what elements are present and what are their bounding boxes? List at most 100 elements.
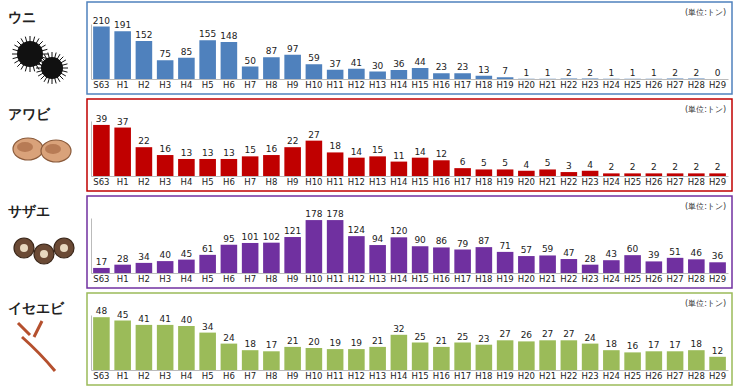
data-label: 2: [587, 68, 593, 78]
x-tick-label: H28: [688, 274, 705, 284]
x-tick-label: H19: [497, 80, 514, 90]
data-label: 22: [287, 136, 298, 146]
data-label: 41: [138, 314, 149, 324]
bar: [561, 78, 578, 79]
x-tick-label: H23: [581, 274, 598, 284]
x-tick: H16: [433, 79, 450, 90]
data-label: 34: [138, 252, 150, 262]
x-tick-label: H25: [624, 80, 641, 90]
x-tick: H20: [518, 273, 535, 284]
x-tick: H13: [369, 273, 386, 284]
x-tick: H19: [497, 273, 514, 284]
x-tick-label: H17: [454, 177, 471, 187]
y-axis-line: [91, 25, 92, 80]
x-tick: H25: [624, 176, 641, 187]
data-label: 25: [414, 332, 425, 342]
icon-body: [13, 138, 43, 160]
data-label: 21: [287, 336, 298, 346]
data-label: 17: [266, 340, 277, 350]
bar: [518, 78, 535, 79]
x-tick-label: H9: [287, 177, 299, 187]
bar: [603, 260, 620, 273]
bar: [603, 173, 620, 176]
x-tick-label: H8: [265, 371, 277, 381]
bar: [284, 55, 301, 79]
data-label: 28: [117, 254, 129, 264]
x-tick-label: H1: [117, 274, 129, 284]
bar: [327, 349, 344, 370]
bar: [348, 349, 365, 370]
x-tick: H15: [412, 176, 429, 187]
y-axis: [91, 316, 92, 371]
x-tick: H2: [138, 273, 150, 284]
icon-body: [34, 244, 54, 264]
bar: [114, 31, 131, 79]
bar: [433, 247, 450, 273]
x-axis: S63H1H2H3H4H5H6H7H8H9H10H11H12H13H14H15H…: [92, 176, 729, 187]
x-tick-label: H13: [369, 177, 386, 187]
data-label: 50: [244, 56, 256, 66]
x-tick: H8: [265, 176, 277, 187]
x-tick-label: H22: [560, 371, 577, 381]
y-axis: [91, 219, 92, 274]
data-label: 26: [521, 330, 533, 340]
bar: [199, 40, 216, 79]
bar: [624, 173, 641, 176]
x-tick: H20: [518, 370, 535, 381]
x-tick-label: H13: [369, 274, 386, 284]
data-label: 51: [669, 247, 680, 257]
title: サザエ: [8, 203, 50, 219]
bar: [114, 128, 131, 176]
bar: [497, 77, 514, 79]
bar: [327, 152, 344, 176]
x-tick-label: H11: [327, 177, 344, 187]
x-tick-label: H7: [244, 80, 256, 90]
bar: [497, 340, 514, 370]
bar: [242, 67, 259, 80]
figure: ウニ(単位:トン)2101911527585155148508797593741…: [0, 0, 736, 391]
x-tick: H9: [287, 79, 299, 90]
x-tick-label: H19: [497, 371, 514, 381]
data-label: 2: [715, 162, 721, 172]
x-tick: H6: [223, 370, 235, 381]
data-label: 18: [329, 141, 341, 151]
x-tick-label: H12: [348, 80, 365, 90]
data-label: 16: [159, 144, 171, 154]
data-label: 5: [502, 158, 508, 168]
x-tick: H3: [159, 273, 171, 284]
x-tick-label: H3: [159, 177, 171, 187]
panel: イセエビ(単位:トン)48454141403424181721201919213…: [8, 293, 732, 385]
x-tick: H11: [327, 273, 344, 284]
x-tick-label: H4: [180, 371, 192, 381]
x-tick-label: H16: [433, 274, 450, 284]
data-label: 22: [138, 136, 149, 146]
x-tick: H27: [666, 176, 683, 187]
x-tick: H21: [539, 79, 556, 90]
x-tick: H7: [244, 176, 256, 187]
bar: [476, 247, 493, 273]
x-tick: H19: [497, 79, 514, 90]
bar: [582, 344, 599, 370]
x-tick-label: H29: [709, 274, 726, 284]
x-tick: H28: [688, 79, 705, 90]
x-tick-label: H18: [475, 80, 492, 90]
icon-body: [41, 140, 71, 162]
bar: [518, 256, 535, 273]
x-tick-label: H26: [645, 371, 662, 381]
bar: [433, 73, 450, 79]
data-label: 0: [715, 68, 721, 78]
data-label: 13: [223, 148, 234, 158]
x-tick: H14: [390, 176, 407, 187]
x-tick-label: H17: [454, 80, 471, 90]
data-label: 2: [651, 162, 657, 172]
data-label: 95: [223, 234, 234, 244]
x-tick: H5: [202, 273, 214, 284]
x-tick-label: H20: [518, 80, 535, 90]
x-tick: H29: [709, 370, 726, 381]
bar: [582, 78, 599, 79]
x-tick: H20: [518, 176, 535, 187]
panel-frame: [87, 196, 732, 288]
x-tick: H26: [645, 176, 662, 187]
data-label: 5: [545, 158, 551, 168]
data-label: 2: [630, 162, 636, 172]
